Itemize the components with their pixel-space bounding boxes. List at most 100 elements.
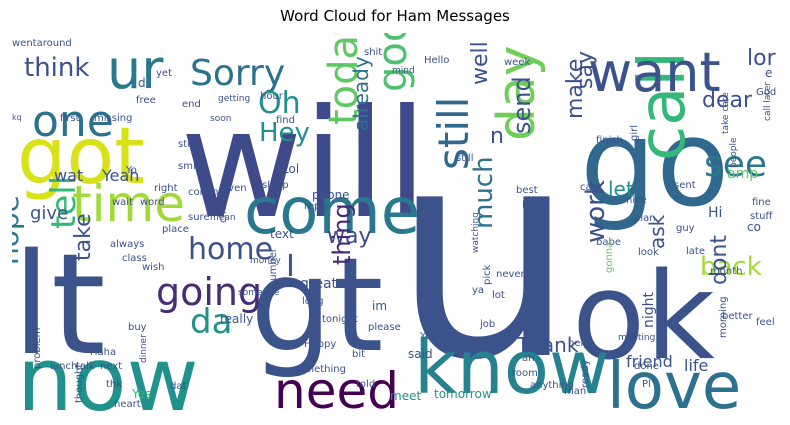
word-friend: friend xyxy=(626,352,673,371)
word-later: later xyxy=(442,336,484,357)
word-thought: thought xyxy=(74,364,85,403)
word-happy: Happy xyxy=(304,339,336,350)
word-gonna: gonna xyxy=(604,242,615,273)
word-week: week xyxy=(504,57,530,68)
word-ok: ok xyxy=(572,248,715,387)
word-something: something xyxy=(293,364,346,375)
word-missing: missing xyxy=(94,113,132,124)
word-call: call xyxy=(626,51,700,161)
word-money: money xyxy=(250,256,282,266)
word-better: better xyxy=(722,311,753,322)
word-smile: smile xyxy=(178,161,205,172)
word-long: long xyxy=(302,296,324,307)
word-stop: stop xyxy=(178,139,200,150)
word-plan: plan xyxy=(634,213,656,224)
word-watching: watching xyxy=(471,212,481,253)
word-dont: dont xyxy=(707,235,732,285)
word-lt: lt xyxy=(12,224,106,387)
word-check: check xyxy=(218,194,229,223)
word-girl: girl xyxy=(629,125,640,141)
word-end: end xyxy=(182,99,201,110)
word-month: month xyxy=(710,266,742,277)
word-coming: coming xyxy=(188,187,225,198)
word-kq: kq xyxy=(12,113,22,122)
word-number: number xyxy=(268,247,279,287)
word-finish: finish xyxy=(596,135,623,146)
word-meet: meet xyxy=(390,389,421,403)
word-need: need xyxy=(274,362,399,411)
word-wish: wish xyxy=(142,262,165,273)
word-got: got xyxy=(17,112,145,202)
word-wat: wat xyxy=(54,166,83,185)
word-people: people xyxy=(729,137,739,168)
word-look: look xyxy=(638,247,659,258)
word-co: co xyxy=(747,220,761,234)
word-now: now xyxy=(17,328,199,411)
word-problem: problem xyxy=(32,328,43,369)
word-hour: hour xyxy=(260,91,284,102)
word-heart: heart xyxy=(114,399,141,410)
word-buy: buy xyxy=(128,322,147,333)
word-guy: guy xyxy=(676,223,695,234)
word-i: I xyxy=(286,249,295,284)
word-please: please xyxy=(368,322,401,333)
word-place: place xyxy=(162,224,189,235)
word-dinner: dinner xyxy=(139,334,149,363)
word-fine: fine xyxy=(752,197,771,208)
word-take-care: take care xyxy=(721,92,731,134)
word-next: next xyxy=(100,361,122,372)
word-hi: Hi xyxy=(708,205,722,221)
word-free: free xyxy=(136,95,156,106)
word-d: d xyxy=(138,76,146,90)
word-first: first xyxy=(60,113,80,124)
word-know: know xyxy=(414,325,610,411)
word-even: even xyxy=(222,183,247,194)
word-come: come xyxy=(244,175,420,249)
word-yup: Yup xyxy=(419,331,438,342)
word-send: send xyxy=(508,76,536,134)
word-done: done xyxy=(634,361,659,372)
word-yo: Yo xyxy=(125,165,137,176)
word-class: class xyxy=(122,253,147,264)
word-meeting: meeting xyxy=(618,333,655,343)
word-oh: Oh xyxy=(258,86,301,121)
word-lol: Lol xyxy=(282,162,299,176)
word-call-later: call later xyxy=(763,82,773,121)
word-think: think xyxy=(24,53,89,83)
word-text: text xyxy=(270,227,294,241)
word-life: life xyxy=(684,356,708,375)
word-work: work xyxy=(581,180,611,243)
chart-title: Word Cloud for Ham Messages xyxy=(280,7,510,25)
word-anything: anything xyxy=(530,380,574,391)
word-going: going xyxy=(156,270,262,314)
word-late: late xyxy=(686,246,705,257)
word-love: love xyxy=(607,350,741,411)
word-much: much xyxy=(469,156,499,229)
word-babe: babe xyxy=(596,237,621,248)
word-tonight: tonight xyxy=(322,314,358,325)
word-room: room xyxy=(512,368,538,379)
word-thank: Thank xyxy=(516,333,579,357)
word-time: time xyxy=(72,175,185,233)
word-job: job xyxy=(479,319,495,330)
word-dat: dat xyxy=(170,381,186,392)
word-im: im xyxy=(372,299,387,313)
word-want: want xyxy=(588,41,721,104)
word-lor: lor xyxy=(747,46,777,71)
word-pl: Pl xyxy=(642,379,651,390)
word-thing: thing xyxy=(328,203,356,265)
word-go: go xyxy=(580,95,730,234)
word-ask: ask xyxy=(645,214,669,249)
word-told: told xyxy=(356,379,375,390)
word-let: let xyxy=(608,177,634,201)
word-leave: leave xyxy=(522,200,549,211)
word-pick: pick xyxy=(482,264,493,285)
word-ur: ur xyxy=(107,38,164,101)
word-da: da xyxy=(190,302,232,342)
word-nice: nice xyxy=(626,195,647,206)
word-man: man xyxy=(564,386,586,397)
word-soon: soon xyxy=(210,114,231,124)
word-one: one xyxy=(32,96,114,147)
word-e: e xyxy=(765,66,772,80)
